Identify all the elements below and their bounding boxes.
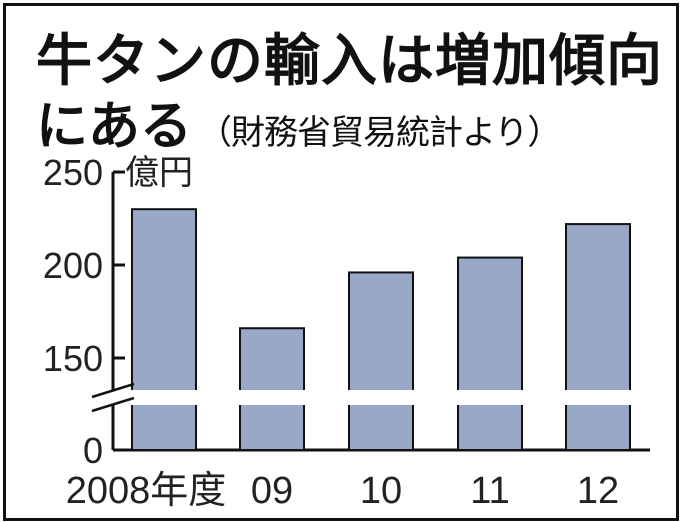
bar [239,327,305,451]
y-unit-label: 億円 [125,153,193,193]
y-tick-label: 200 [43,245,103,286]
chart-title: 牛タンの輸入は増加傾向 [36,29,663,94]
x-category-label: 12 [577,470,619,512]
x-category-label: 2008年度 [66,470,227,512]
bar [565,223,631,451]
x-category-label: 09 [251,470,293,512]
x-category-label: 10 [360,470,402,512]
y-tick-label: 150 [43,338,103,379]
chart-title-tail: にある [36,97,193,157]
y-tick-label: 250 [43,152,103,193]
axis-break-band [85,390,655,405]
bar [348,271,414,451]
y-tick-label: 0 [83,430,103,471]
chart-subtitle: （財務省貿易統計より） [198,113,561,153]
x-category-label: 11 [470,470,509,512]
axis-break-mark [91,382,135,399]
axis-break-mark [91,396,135,413]
chart-title-line2: にある （財務省貿易統計より） [36,84,561,159]
bar [131,208,197,451]
bar [457,256,523,451]
